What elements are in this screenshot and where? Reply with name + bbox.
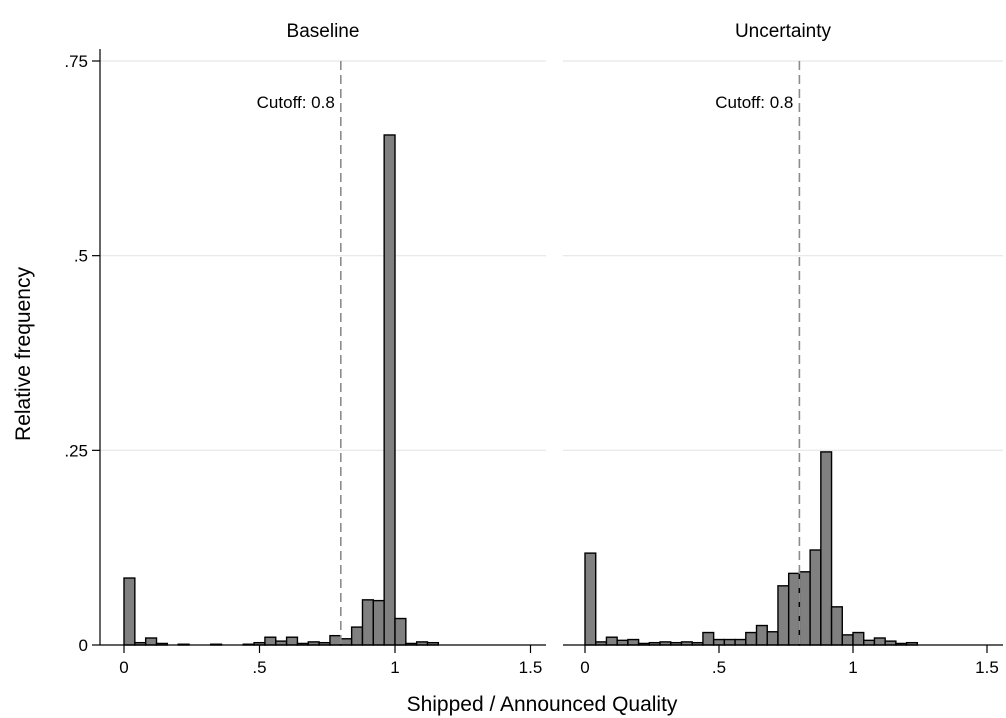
histogram-bar — [863, 639, 876, 646]
x-axis-title: Shipped / Announced Quality — [407, 693, 678, 716]
histogram-bar — [627, 638, 640, 646]
y-tick-label: .5 — [74, 247, 88, 266]
y-tick-label: .75 — [64, 52, 88, 71]
histogram-bar — [734, 638, 747, 646]
histogram-bar — [361, 599, 375, 646]
panel-uncertainty: Cutoff: 0.8 Uncertainty 0 .5 1 1.5 — [563, 21, 1003, 677]
panel-title: Uncertainty — [735, 21, 832, 42]
histogram-bar — [372, 599, 385, 646]
histogram-bar — [777, 585, 790, 646]
y-tick-label: .25 — [64, 441, 88, 460]
x-tick-label: 1.5 — [519, 658, 543, 677]
y-tick-label: 0 — [79, 636, 88, 655]
histogram-bar — [702, 631, 715, 646]
histogram-bar — [350, 626, 364, 646]
histogram-bar — [830, 606, 843, 646]
histogram-bar — [787, 572, 801, 646]
x-tick-label: 1 — [390, 658, 399, 677]
histogram-bar — [873, 637, 886, 646]
histogram-bar — [712, 638, 726, 646]
panel-baseline: Cutoff: 0.8 Baseline 0 .5 1 1.5 0 .25 .5 .75 — [64, 21, 546, 677]
histogram-bar — [605, 636, 618, 646]
histogram-bar — [852, 631, 865, 646]
histogram-bar — [745, 631, 758, 646]
cutoff-annotation: Cutoff: 0.8 — [257, 93, 335, 112]
histogram-bar — [123, 577, 136, 646]
panel-title: Baseline — [287, 21, 360, 42]
cutoff-annotation: Cutoff: 0.8 — [715, 93, 793, 112]
x-tick-label: .5 — [712, 658, 726, 677]
histogram-bar — [755, 624, 768, 646]
x-tick-label: 0 — [119, 658, 128, 677]
histogram-bar — [285, 636, 299, 646]
histogram-bar — [820, 451, 833, 646]
histogram-bar — [144, 637, 158, 646]
x-tick-label: 1 — [848, 658, 857, 677]
histogram-bar — [841, 634, 854, 646]
histogram-bar — [394, 617, 407, 646]
histogram-bar — [329, 634, 342, 646]
histogram-bar — [383, 134, 396, 646]
histogram-bar — [809, 549, 822, 646]
histogram-bar — [766, 631, 779, 646]
histogram-bar — [723, 638, 736, 646]
x-tick-label: 0 — [580, 658, 589, 677]
histogram-bar — [264, 636, 277, 646]
histogram-bar — [340, 638, 353, 646]
y-axis-title: Relative frequency — [12, 267, 35, 441]
x-tick-label: .5 — [252, 658, 266, 677]
histogram-bar — [616, 639, 629, 646]
histogram-bar — [798, 571, 811, 646]
x-tick-label: 1.5 — [975, 658, 999, 677]
histogram-bar — [584, 552, 597, 646]
